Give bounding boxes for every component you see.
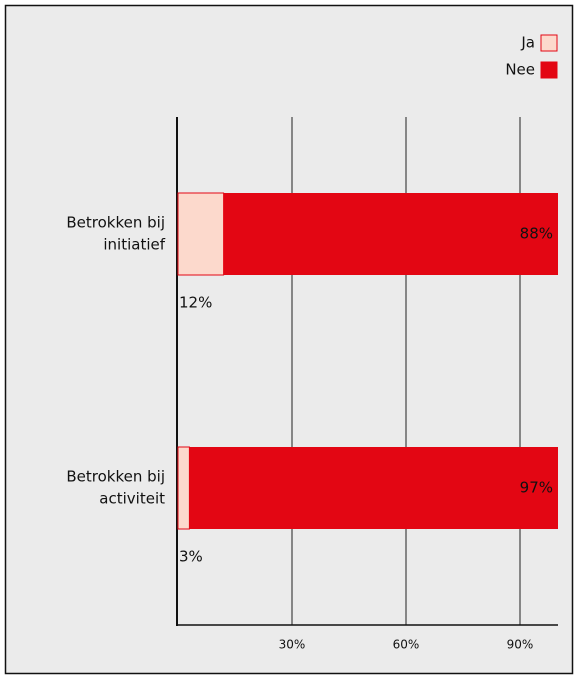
legend-label: Nee	[505, 61, 535, 79]
category-label: activiteit	[99, 490, 165, 508]
bar-segment	[189, 447, 558, 529]
value-label: 97%	[520, 479, 553, 497]
x-tick-label: 60%	[393, 638, 420, 652]
bar-segment	[177, 192, 225, 276]
bar-segment	[223, 193, 558, 275]
category-label: Betrokken bij	[66, 214, 165, 232]
value-label: 12%	[179, 294, 212, 312]
category-label: initiatief	[103, 236, 165, 254]
frame	[4, 4, 574, 675]
value-label: 88%	[520, 225, 553, 243]
x-tick-label: 90%	[507, 638, 534, 652]
x-tick-label: 30%	[279, 638, 306, 652]
value-label: 3%	[179, 548, 203, 566]
legend-swatch	[540, 61, 558, 79]
legend-label: Ja	[520, 34, 535, 52]
bar-segment	[177, 446, 190, 530]
category-label: Betrokken bij	[66, 468, 165, 486]
legend-swatch	[540, 34, 558, 52]
